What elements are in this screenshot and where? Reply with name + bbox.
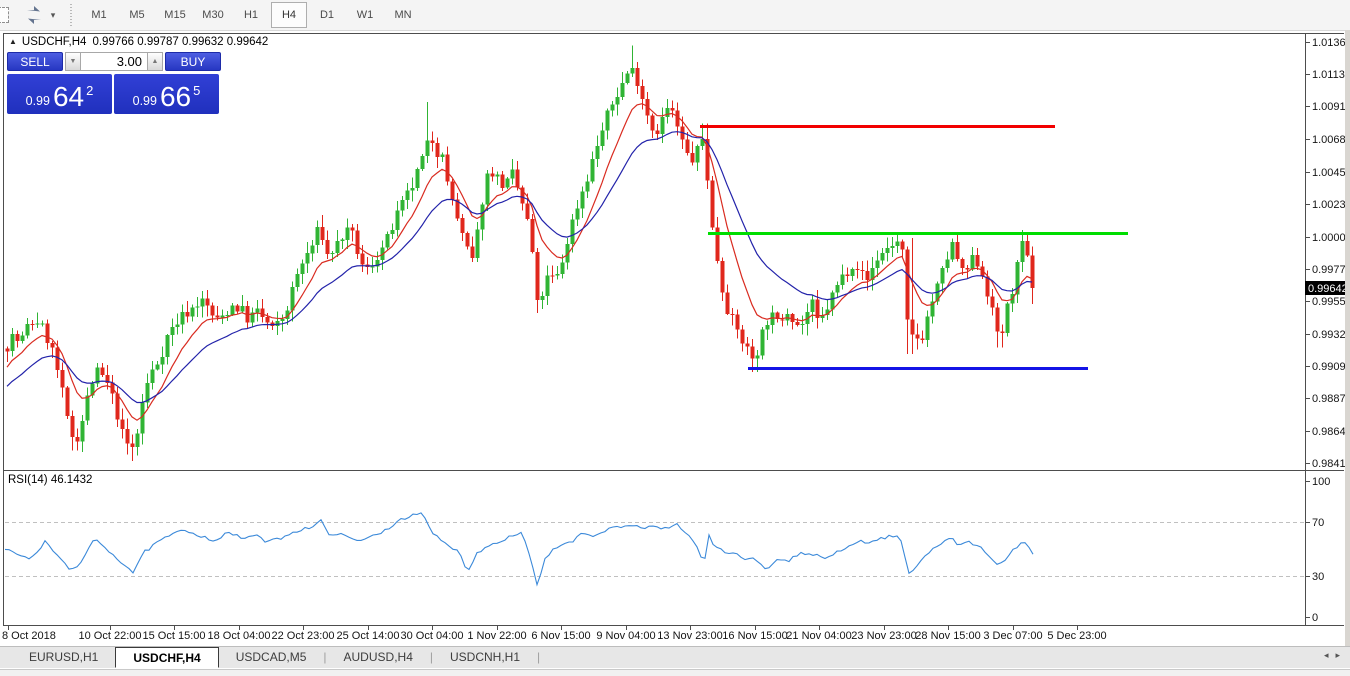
tab-separator: | [537,650,541,664]
svg-text:23 Nov 23:00: 23 Nov 23:00 [851,630,916,642]
collapse-triangle-icon[interactable]: ▲ [9,37,17,46]
sell-price-pip: 2 [86,83,94,98]
tab-scroll-arrows[interactable]: ◂▸ [1324,650,1347,661]
trend-lines [700,125,1128,370]
rsi-scale[interactable]: 100 70 30 0 [1306,476,1330,624]
toolbar-dropdown-caret[interactable]: ▾ [50,9,56,20]
timeframe-buttons: M1 M5 M15 M30 H1 H4 D1 W1 MN [80,2,422,28]
sell-price-small: 0.99 [25,94,50,108]
svg-text:30: 30 [1312,571,1324,583]
buy-price-big: 66 [159,81,192,112]
buy-button[interactable]: BUY [165,52,221,71]
svg-text:0.98645: 0.98645 [1312,426,1350,438]
tab-scroll-right-icon[interactable]: ▸ [1335,650,1347,660]
svg-text:8 Oct 2018: 8 Oct 2018 [2,630,56,642]
volume-decrease-button[interactable]: ▼ [65,52,81,71]
timeframe-button-H4[interactable]: H4 [271,2,307,28]
tab-separator: | [323,650,327,664]
selection-tool-icon[interactable] [0,7,9,23]
svg-text:16 Nov 15:00: 16 Nov 15:00 [722,630,787,642]
svg-text:1.00910: 1.00910 [1312,101,1350,113]
chart-ohlc-values: 0.99766 0.99787 0.99632 0.99642 [92,36,269,48]
svg-text:9 Nov 04:00: 9 Nov 04:00 [596,630,655,642]
ma-fast-line [6,103,1033,421]
svg-text:10 Oct 22:00: 10 Oct 22:00 [79,630,142,642]
timeframe-button-MN[interactable]: MN [394,9,412,21]
chart-tab-USDCAD-M5[interactable]: USDCAD,M5 [235,650,307,664]
cycle-arrows-icon[interactable] [23,5,45,25]
candlesticks [5,45,1035,461]
svg-text:1.00455: 1.00455 [1312,167,1350,179]
current-price-tag: 0.99642 [1305,281,1348,295]
svg-text:15 Oct 15:00: 15 Oct 15:00 [143,630,206,642]
sell-price-big: 64 [52,81,85,112]
timeframe-button-W1[interactable]: W1 [356,9,374,21]
svg-text:28 Nov 15:00: 28 Nov 15:00 [915,630,980,642]
buy-price-display[interactable]: 0.99 66 5 [114,74,219,114]
svg-text:5 Dec 23:00: 5 Dec 23:00 [1047,630,1106,642]
svg-text:13 Nov 23:00: 13 Nov 23:00 [657,630,722,642]
timeframe-button-D1[interactable]: D1 [319,9,335,21]
timeframe-button-M15[interactable]: M15 [164,9,186,21]
tab-separator: | [429,650,433,664]
svg-text:22 Oct 23:00: 22 Oct 23:00 [272,630,335,642]
svg-text:0.99095: 0.99095 [1312,361,1350,373]
svg-text:0: 0 [1312,612,1318,624]
svg-text:0.99642: 0.99642 [1308,283,1348,295]
timeframe-toolbar: ▾ M1 M5 M15 M30 H1 H4 D1 W1 MN [0,0,1350,31]
svg-text:3 Dec 07:00: 3 Dec 07:00 [983,630,1042,642]
chart-canvas[interactable]: 1.01360 1.01135 1.00910 1.00680 1.00455 1.002… [0,30,1350,646]
timeframe-button-M5[interactable]: M5 [129,9,145,21]
ma-slow-line [6,131,1033,404]
timeframe-button-M1[interactable]: M1 [91,9,107,21]
sell-button[interactable]: SELL [7,52,63,71]
chart-frame [3,33,1344,626]
svg-text:100: 100 [1312,476,1330,488]
svg-text:1 Nov 22:00: 1 Nov 22:00 [467,630,526,642]
svg-text:30 Oct 04:00: 30 Oct 04:00 [401,630,464,642]
rsi-indicator-label: RSI(14) 46.1432 [8,474,93,486]
svg-text:0.98415: 0.98415 [1312,458,1350,470]
chart-symbol-period: USDCHF,H4 [21,36,87,48]
svg-text:0.99320: 0.99320 [1312,329,1350,341]
svg-text:1.00680: 1.00680 [1312,134,1350,146]
volume-increase-button[interactable]: ▲ [147,52,163,71]
svg-text:70: 70 [1312,517,1324,529]
svg-text:1.01360: 1.01360 [1312,37,1350,49]
chart-title: ▲ USDCHF,H4 0.99766 0.99787 0.99632 0.9964… [9,36,268,48]
chart-tab-bar: EURUSD,H1 USDCHF,H4 USDCAD,M5 | AUDUSD,H4 | US… [0,646,1350,668]
tab-scroll-left-icon[interactable]: ◂ [1323,650,1336,660]
one-click-trading-widget: SELL ▼ 3.00 ▲ BUY 0.99 64 2 0.99 66 5 [7,52,221,114]
timeframe-button-H1[interactable]: H1 [243,9,259,21]
time-scale[interactable]: 8 Oct 2018 10 Oct 22:00 15 Oct 15:00 18 Oct… [2,626,1107,642]
volume-input[interactable]: 3.00 [81,52,147,71]
svg-text:1.00230: 1.00230 [1312,199,1350,211]
toolbar-grip[interactable] [67,4,74,26]
svg-text:25 Oct 14:00: 25 Oct 14:00 [337,630,400,642]
svg-text:6 Nov 15:00: 6 Nov 15:00 [531,630,590,642]
svg-text:1.00000: 1.00000 [1312,232,1350,244]
svg-text:18 Oct 04:00: 18 Oct 04:00 [208,630,271,642]
buy-price-pip: 5 [193,83,201,98]
rsi-line [4,512,1034,587]
timeframe-button-M30[interactable]: M30 [202,9,224,21]
chart-tab-USDCNH-H1[interactable]: USDCNH,H1 [450,650,521,664]
chart-tab-USDCHF-H4[interactable]: USDCHF,H4 [115,647,219,668]
svg-text:21 Nov 04:00: 21 Nov 04:00 [786,630,851,642]
price-scale[interactable]: 1.01360 1.01135 1.00910 1.00680 1.00455 1.002… [1306,37,1350,470]
chart-tab-AUDUSD-H4[interactable]: AUDUSD,H4 [343,650,413,664]
svg-text:1.01135: 1.01135 [1312,69,1350,81]
window-right-edge [1345,30,1350,646]
svg-text:0.99550: 0.99550 [1312,296,1350,308]
svg-text:0.98870: 0.98870 [1312,393,1350,405]
chart-tab-EURUSD-H1[interactable]: EURUSD,H1 [29,650,99,664]
rsi-level-lines [5,522,1305,577]
sell-price-display[interactable]: 0.99 64 2 [7,74,112,114]
buy-price-small: 0.99 [132,94,157,108]
status-bar [0,669,1350,676]
svg-text:0.99775: 0.99775 [1312,264,1350,276]
